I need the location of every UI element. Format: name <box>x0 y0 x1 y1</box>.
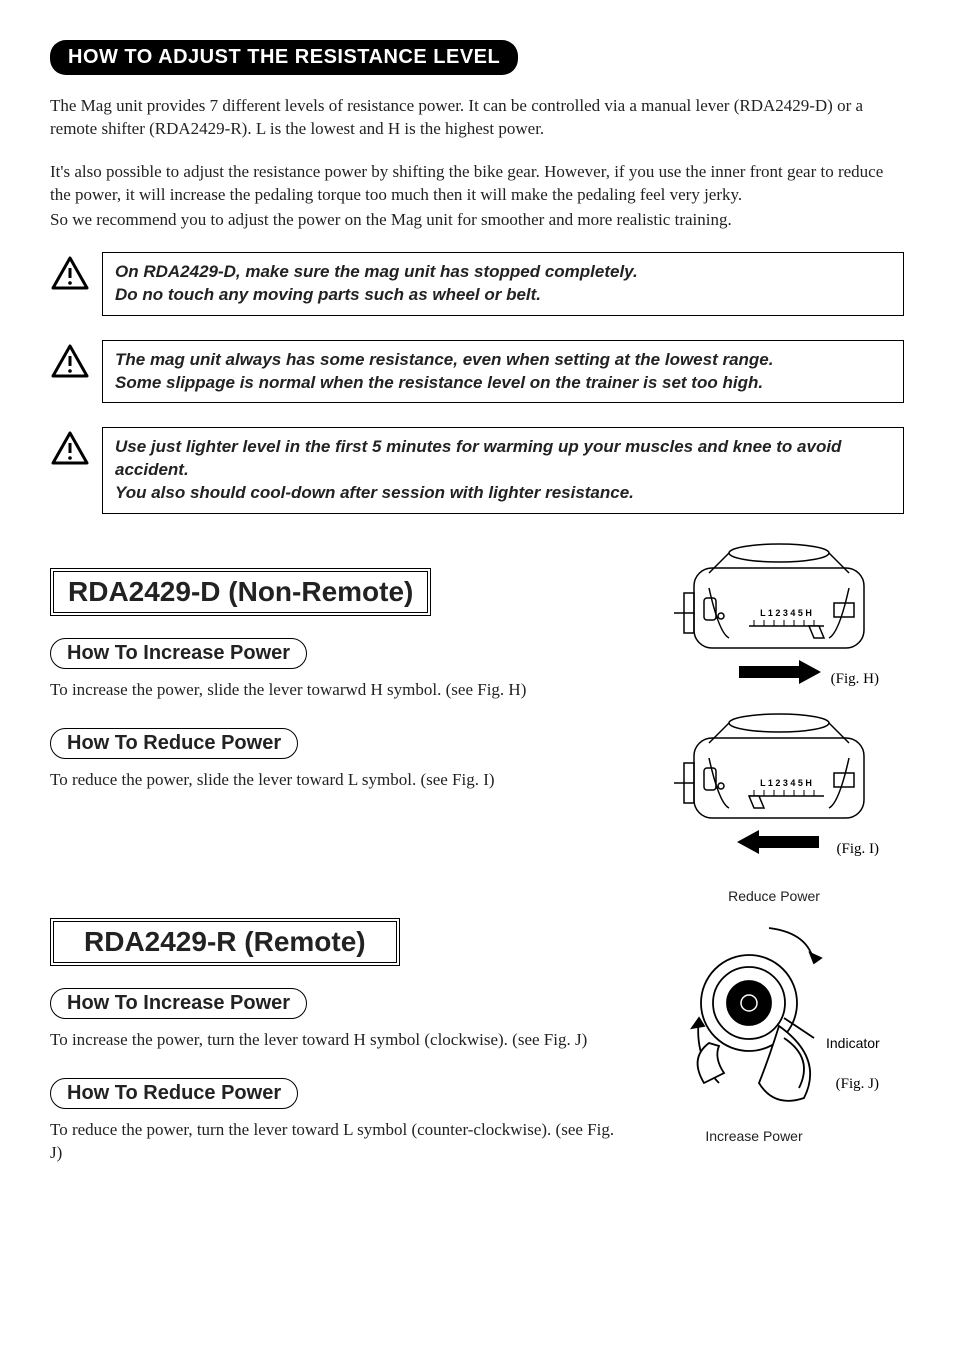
scale-label-i: L 1 2 3 4 5 H <box>760 778 812 788</box>
warning-2-line1: The mag unit always has some resistance,… <box>115 350 773 369</box>
warning-1-line1: On RDA2429-D, make sure the mag unit has… <box>115 262 638 281</box>
warning-box-3: Use just lighter level in the first 5 mi… <box>102 427 904 514</box>
warning-icon <box>50 340 90 404</box>
warning-1-line2: Do no touch any moving parts such as whe… <box>115 285 541 304</box>
increase-text-r: To increase the power, turn the lever to… <box>50 1029 624 1052</box>
figure-j: Indicator (Fig. J) <box>644 908 904 1128</box>
subheading-increase-r: How To Increase Power <box>50 988 307 1019</box>
figure-h: L 1 2 3 4 5 H (Fig. H) <box>644 538 904 698</box>
scale-label-h: L 1 2 3 4 5 H <box>760 608 812 618</box>
warning-box-2: The mag unit always has some resistance,… <box>102 340 904 404</box>
reduce-text-d: To reduce the power, slide the lever tow… <box>50 769 624 792</box>
warning-icon <box>50 252 90 316</box>
figh-caption: (Fig. H) <box>831 671 879 687</box>
warning-icon <box>50 427 90 514</box>
warning-2-line2: Some slippage is normal when the resista… <box>115 373 763 392</box>
figure-i: L 1 2 3 4 5 H (Fig. I) <box>644 708 904 868</box>
intro-p2: It's also possible to adjust the resista… <box>50 161 904 207</box>
warning-3-line1: Use just lighter level in the first 5 mi… <box>115 437 841 479</box>
increase-text-d: To increase the power, slide the lever t… <box>50 679 624 702</box>
warning-row-3: Use just lighter level in the first 5 mi… <box>50 427 904 514</box>
label-reduce-power: Reduce Power <box>644 888 904 904</box>
label-indicator: Indicator <box>826 1035 880 1051</box>
figj-caption: (Fig. J) <box>836 1076 879 1092</box>
reduce-text-r: To reduce the power, turn the lever towa… <box>50 1119 624 1165</box>
label-increase-power: Increase Power <box>604 1128 904 1144</box>
warning-row-2: The mag unit always has some resistance,… <box>50 340 904 404</box>
figi-caption: (Fig. I) <box>837 841 880 857</box>
subheading-reduce-r: How To Reduce Power <box>50 1078 298 1109</box>
intro-p1: The Mag unit provides 7 different levels… <box>50 95 904 141</box>
model-title-remote: RDA2429-R (Remote) <box>50 918 400 966</box>
model-title-nonremote: RDA2429-D (Non-Remote) <box>50 568 431 616</box>
warning-3-line2: You also should cool-down after session … <box>115 483 634 502</box>
intro-p3: So we recommend you to adjust the power … <box>50 209 904 232</box>
section-header: HOW TO ADJUST THE RESISTANCE LEVEL <box>50 40 518 75</box>
subheading-reduce-d: How To Reduce Power <box>50 728 298 759</box>
subheading-increase-d: How To Increase Power <box>50 638 307 669</box>
warning-box-1: On RDA2429-D, make sure the mag unit has… <box>102 252 904 316</box>
warning-row-1: On RDA2429-D, make sure the mag unit has… <box>50 252 904 316</box>
